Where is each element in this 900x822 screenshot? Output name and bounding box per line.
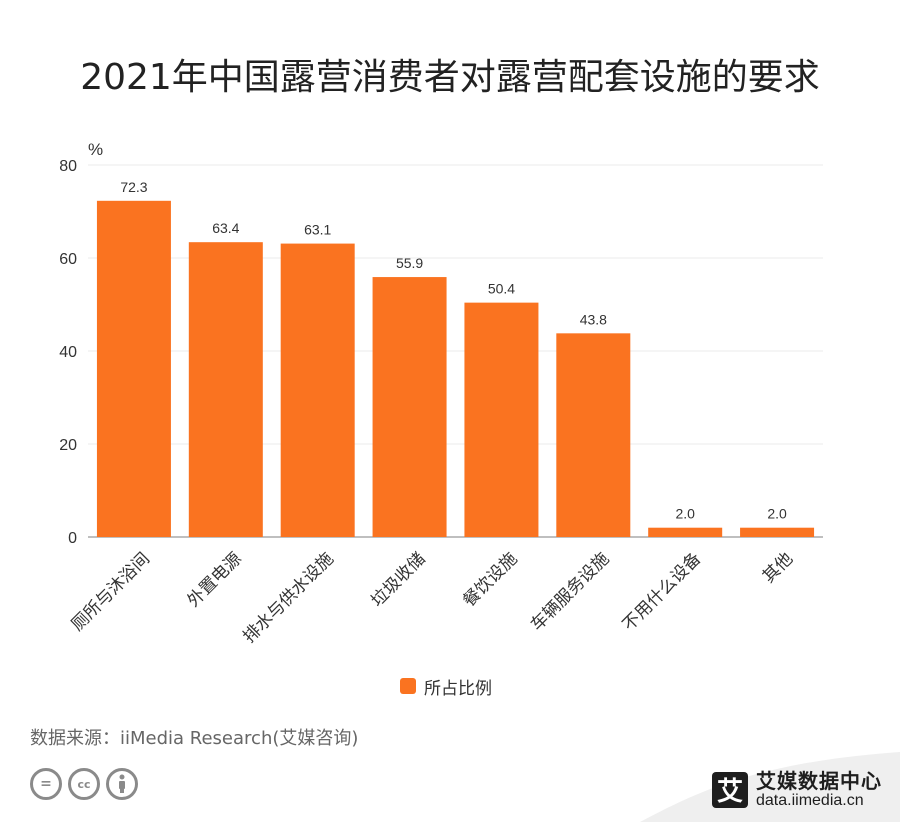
y-tick-label: 60 <box>59 251 77 268</box>
data-label: 2.0 <box>675 506 695 522</box>
bars-layer <box>96 200 815 537</box>
x-tick-label: 排水与供水设施 <box>239 549 337 647</box>
data-label: 72.3 <box>120 179 147 195</box>
bar[interactable] <box>464 302 539 537</box>
bar[interactable] <box>188 242 263 537</box>
cc-icon: cc <box>68 768 100 800</box>
bar[interactable] <box>556 333 631 537</box>
y-tick-label: 0 <box>68 530 77 547</box>
x-tick-label: 厕所与沐浴间 <box>68 549 154 635</box>
bar[interactable] <box>740 527 815 537</box>
y-tick-label: 40 <box>59 344 77 361</box>
bar[interactable] <box>648 527 723 537</box>
bar[interactable] <box>372 277 447 537</box>
source-note: 数据来源：iiMedia Research(艾媒咨询) <box>30 728 359 749</box>
data-label: 55.9 <box>396 255 423 271</box>
data-label: 50.4 <box>488 281 515 297</box>
legend-label: 所占比例 <box>424 678 492 699</box>
bar[interactable] <box>280 243 355 537</box>
x-tick-label: 车辆服务设施 <box>527 549 613 635</box>
brand-url: data.iimedia.cn <box>756 792 864 809</box>
y-tick-label: 80 <box>59 158 77 175</box>
footer-band <box>640 752 900 822</box>
chart-title: 2021年中国露营消费者对露营配套设施的要求 <box>80 57 820 98</box>
brand-name: 艾媒数据中心 <box>756 769 882 793</box>
license-icons: = cc <box>30 768 138 800</box>
data-label: 43.8 <box>580 311 607 327</box>
y-axis-unit: % <box>88 140 103 159</box>
x-tick-label: 垃圾收储 <box>367 549 429 611</box>
legend[interactable]: 所占比例 <box>400 675 492 699</box>
data-label: 63.1 <box>304 222 331 238</box>
bar[interactable] <box>96 200 171 537</box>
equals-icon: = <box>30 768 62 800</box>
x-tick-label: 其他 <box>759 549 797 587</box>
x-tick-label: 不用什么设备 <box>619 549 705 635</box>
brand-logo: 艾 <box>712 771 748 808</box>
data-label: 63.4 <box>212 220 239 236</box>
legend-swatch <box>400 678 416 694</box>
x-tick-label: 餐饮设施 <box>459 549 521 611</box>
person-icon <box>106 768 138 800</box>
y-tick-label: 20 <box>59 437 77 454</box>
x-tick-label: 外置电源 <box>184 549 246 611</box>
data-label: 2.0 <box>767 506 787 522</box>
brand-block: 艾 艾媒数据中心 data.iimedia.cn <box>712 770 882 810</box>
